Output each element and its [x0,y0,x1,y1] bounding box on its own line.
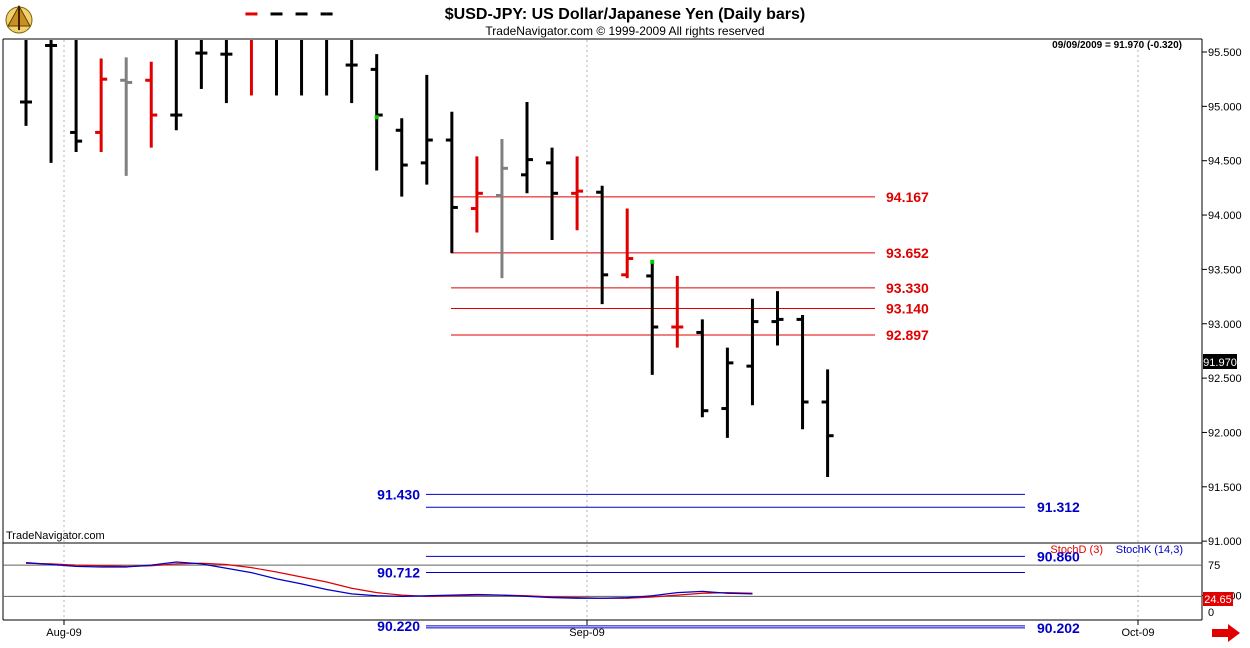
ohlc-bar [696,319,709,418]
y-tick-label: 93.500 [1208,264,1242,276]
sextant-icon[interactable] [5,4,33,34]
x-tick-label: Oct-09 [1121,627,1154,639]
ohlc-bar [420,74,433,185]
y-tick-label: 92.000 [1208,427,1242,439]
stochastic-panel: 75 0 [3,560,1220,619]
y-tick-label: 95.500 [1208,47,1242,59]
arrow-right-icon[interactable] [1212,624,1240,642]
price-axis[interactable]: 95.500 95.000 94.500 94.000 93.500 93.000 92.5… [1202,47,1242,648]
ohlc-bar [95,58,108,153]
level-label: 90.860 [1037,548,1080,564]
ohlc-bar [320,12,333,96]
ohlc-bar [20,40,32,126]
stoch-tick-label: 0 [1208,607,1214,619]
ohlc-bar [596,185,609,305]
ohlc-bar [796,315,809,430]
level-label: 93.330 [886,280,929,296]
signal-dot [650,259,655,264]
stoch-last-label: 24.65 [1204,594,1232,606]
y-tick-label: 94.500 [1208,156,1242,168]
grid-layer [63,40,1139,620]
ohlc-bar [170,40,183,131]
chart-subtitle: TradeNavigator.com © 1999-2009 All right… [485,24,764,38]
date-axis[interactable]: Aug-09 Sep-09 Oct-09 [46,620,1155,639]
ohlc-bar [646,261,659,375]
signal-dot [374,115,379,120]
ohlc-bar [470,156,483,233]
level-lines: 94.167 93.652 93.330 93.140 92.897 91.430 91.3… [377,189,1080,636]
y-tick-label: 93.000 [1208,319,1242,331]
ohlc-bar [370,54,383,171]
ohlc-bar [245,12,258,96]
ohlc-bar [45,40,58,163]
ohlc-bar [521,102,533,194]
y-tick-label: 91.000 [1208,536,1242,548]
ohlc-bar [671,275,684,348]
chart-title: $USD-JPY: US Dollar/Japanese Yen (Daily … [445,6,805,23]
level-label: 93.652 [886,245,929,261]
y-tick-label: 94.000 [1208,210,1242,222]
ohlc-bar [70,40,83,153]
ohlc-bar [395,118,408,197]
watermark: TradeNavigator.com [6,530,105,542]
level-label: 90.202 [1037,620,1080,636]
last-price-label: 91.970 [1203,357,1237,369]
ohlc-bar [120,57,133,176]
level-label: 91.312 [1037,499,1080,515]
x-tick-label: Sep-09 [569,627,604,639]
quote-readout: 09/09/2009 = 91.970 (-0.320) [1052,40,1182,51]
y-tick-label: 95.000 [1208,101,1242,113]
legend-stochK: StochK (14,3) [1116,544,1183,556]
y-tick-label: 91.500 [1208,482,1242,494]
ohlc-bar [746,298,759,406]
x-tick-label: Aug-09 [46,627,81,639]
ohlc-bar [220,40,233,104]
level-label: 92.897 [886,327,929,343]
ohlc-bar [721,347,734,438]
ohlc-bar [546,147,559,241]
ohlc-bar [571,156,584,231]
level-label: 90.220 [377,618,420,634]
ohlc-bar [295,12,308,96]
ohlc-bar [195,40,208,89]
level-label: 93.140 [886,301,929,317]
ohlc-bar [621,208,634,279]
ohlc-bars [20,12,834,478]
ohlc-bar [445,111,458,254]
ohlc-bar [821,369,834,478]
last-price-tag: 91.970 [1203,354,1237,369]
stoch-tick-label: 75 [1208,560,1220,572]
legend-stochD: StochD (3) [1050,544,1103,556]
ohlc-bar [270,12,283,96]
level-label: 90.712 [377,564,420,580]
level-label: 91.430 [377,486,420,502]
ohlc-bar [145,61,158,148]
y-tick-label: 92.500 [1208,373,1242,385]
ohlc-bar [345,40,358,104]
stoch-series-line [25,561,753,599]
stoch-last-tag: 24.65 [1203,592,1233,606]
level-label: 94.167 [886,189,929,205]
ohlc-bar [771,291,784,346]
ohlc-bar [495,138,508,279]
